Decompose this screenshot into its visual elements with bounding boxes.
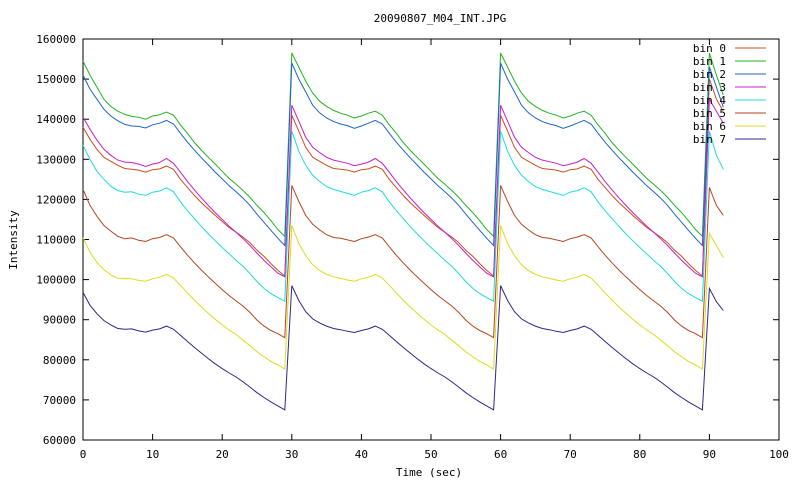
legend-label: bin 6 [693,120,726,133]
series-line-bin-0 [82,78,724,278]
y-axis-label: Intensity [7,210,20,270]
x-tick-label: 30 [285,448,298,461]
legend-label: bin 7 [693,133,726,146]
y-tick-label: 70000 [43,394,76,407]
series-line-bin-4 [82,131,724,303]
x-tick-label: 10 [146,448,159,461]
legend-label: bin 3 [693,81,726,94]
series-line-bin-1 [82,52,724,238]
y-tick-label: 90000 [43,314,76,327]
y-tick-label: 60000 [43,434,76,447]
x-tick-label: 100 [769,448,789,461]
chart-title: 20090807_M04_INT.JPG [374,12,506,25]
series-line-bin-5 [82,185,724,339]
x-tick-label: 70 [564,448,577,461]
x-tick-label: 50 [424,448,437,461]
legend-label: bin 5 [693,107,726,120]
x-tick-label: 60 [494,448,507,461]
x-tick-label: 90 [703,448,716,461]
legend-label: bin 1 [693,55,726,68]
series-line-bin-6 [82,225,724,370]
x-tick-label: 40 [355,448,368,461]
y-tick-label: 110000 [36,234,76,247]
legend-label: bin 0 [693,42,726,55]
x-tick-label: 0 [80,448,87,461]
x-axis-label: Time (sec) [396,466,462,479]
series-line-bin-2 [82,62,724,247]
y-tick-label: 140000 [36,113,76,126]
y-tick-label: 120000 [36,193,76,206]
series-line-bin-3 [82,97,724,278]
legend-label: bin 4 [693,94,726,107]
y-tick-label: 130000 [36,153,76,166]
y-tick-label: 100000 [36,274,76,287]
series-line-bin-7 [82,285,724,411]
series-lines [82,52,724,411]
y-axis: 60000 70000 80000 90000 100000 110000 120000 13… [36,33,779,447]
legend-label: bin 2 [693,68,726,81]
x-axis: 0 10 20 30 40 50 60 70 80 90 100 [80,39,789,461]
y-tick-label: 150000 [36,73,76,86]
y-tick-label: 160000 [36,33,76,46]
y-tick-label: 80000 [43,354,76,367]
x-tick-label: 80 [633,448,646,461]
plot-area-frame [82,38,780,441]
x-tick-label: 20 [216,448,229,461]
